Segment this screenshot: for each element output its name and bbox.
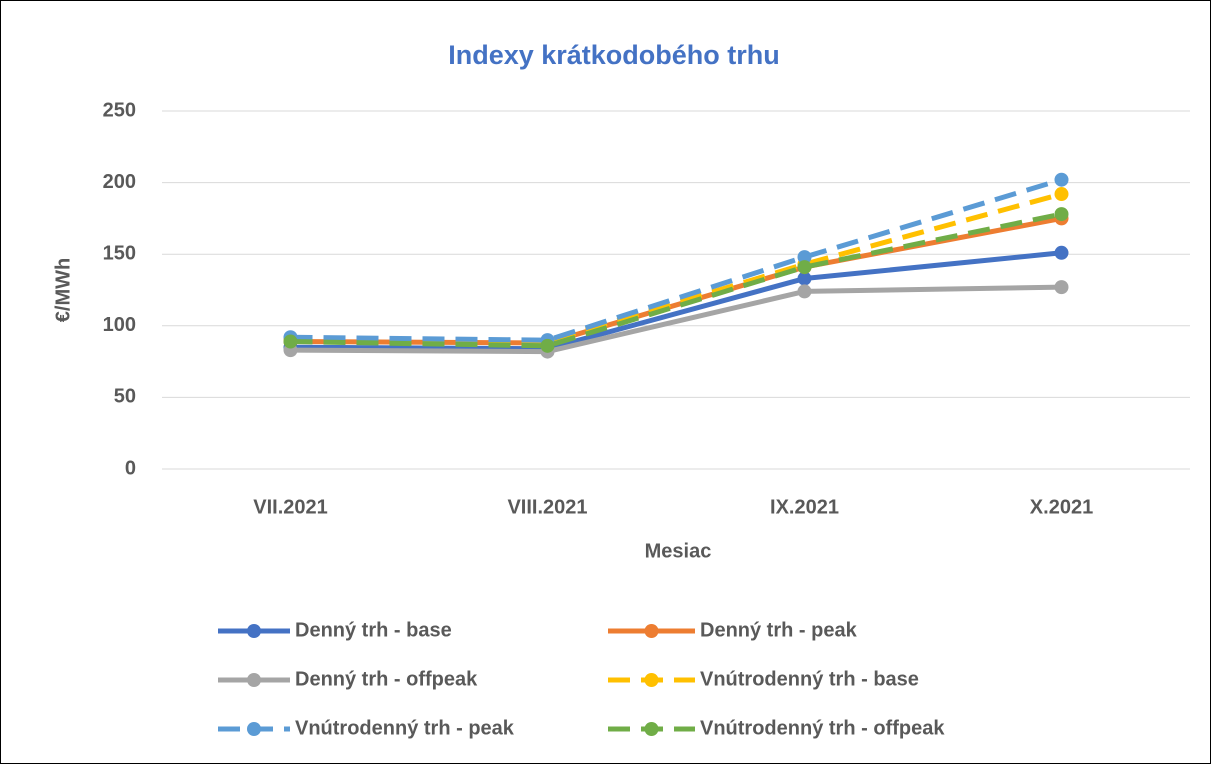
y-tick-label: 50: [114, 386, 136, 408]
series-line: [290, 250, 1062, 352]
legend-marker: [644, 722, 659, 736]
y-tick-label: 100: [103, 314, 136, 336]
data-point: [797, 271, 812, 286]
data-point: [1054, 172, 1069, 187]
legend-marker: [644, 673, 659, 687]
legend-marker: [247, 673, 261, 687]
chart-title: Indexy krátkodobého trhu: [448, 40, 780, 70]
data-point: [1054, 187, 1069, 202]
legend-label: Vnútrodenný trh - peak: [295, 717, 515, 739]
legend-label: Denný trh - base: [295, 619, 452, 641]
data-point: [797, 250, 812, 265]
y-tick-label: 150: [103, 242, 136, 264]
legend-marker: [644, 624, 659, 638]
x-tick-label: IX.2021: [770, 496, 839, 518]
data-point: [283, 334, 298, 349]
legend-label: Denný trh - offpeak: [295, 668, 478, 690]
x-tick-label: VII.2021: [253, 496, 328, 518]
series-line: [290, 177, 1063, 343]
data-point: [1054, 245, 1069, 260]
data-point: [797, 284, 812, 299]
x-tick-label: VIII.2021: [507, 496, 587, 518]
x-axis-label: Mesiac: [645, 540, 712, 562]
y-axis-label: €/MWh: [52, 258, 74, 322]
legend-marker: [247, 722, 261, 736]
legend-label: Vnútrodenný trh - offpeak: [700, 717, 945, 739]
series-line: [290, 215, 1062, 346]
data-point: [797, 260, 812, 275]
legend-marker: [247, 624, 261, 638]
y-tick-label: 200: [103, 171, 136, 193]
x-tick-label: X.2021: [1030, 496, 1093, 518]
y-tick-label: 250: [103, 99, 136, 121]
series-line: [290, 284, 1062, 355]
data-point: [540, 338, 555, 353]
data-point: [1054, 207, 1069, 222]
y-tick-label: 0: [125, 457, 136, 479]
legend-label: Vnútrodenný trh - base: [700, 668, 919, 690]
data-point: [1054, 280, 1069, 295]
legend-label: Denný trh - peak: [700, 619, 858, 641]
